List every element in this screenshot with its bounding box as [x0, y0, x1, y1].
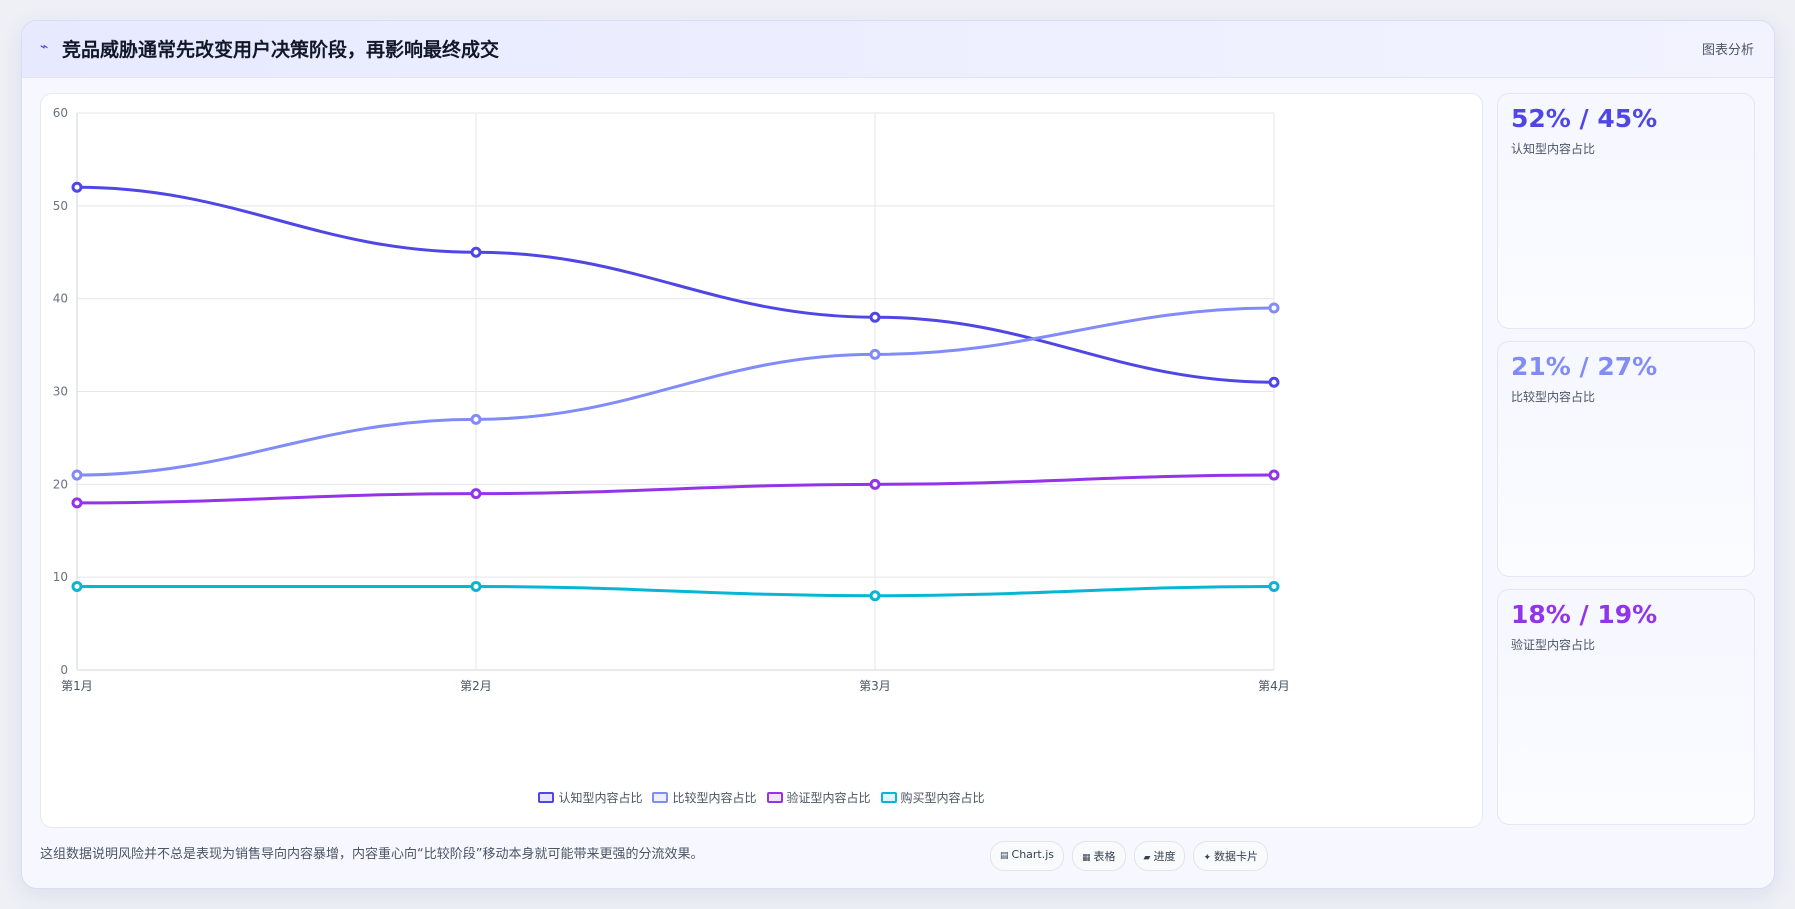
data-point: [1268, 469, 1280, 481]
chart-panel: 0 10 20 30 40 50 60 第1月 第2月 第3月 第4月 认知型内容占比 比较型内容占比…: [40, 93, 1483, 828]
legend-swatch: [538, 792, 555, 803]
chartjs-button[interactable]: ▤ Chart.js: [990, 841, 1065, 871]
data-point: [71, 181, 83, 193]
y-tick-label: 0: [60, 663, 68, 677]
x-tick-label: 第1月: [61, 679, 93, 693]
legend-label: 购买型内容占比: [900, 791, 985, 805]
chart-legend: 认知型内容占比 比较型内容占比 验证型内容占比 购买型内容占比: [41, 789, 1482, 806]
series-line: [76, 473, 1275, 505]
series-line: [76, 185, 1275, 384]
progress-icon: ▰: [1143, 853, 1151, 863]
x-tick-label: 第3月: [859, 679, 891, 693]
legend-item[interactable]: 购买型内容占比: [880, 789, 985, 806]
stat-card-validation: 18% / 19% 验证型内容占比: [1497, 589, 1755, 825]
y-tick-label: 60: [53, 106, 68, 120]
data-point: [71, 497, 83, 509]
stat-card-comparison: 21% / 27% 比较型内容占比: [1497, 341, 1755, 577]
card-icon: ✦: [1203, 853, 1212, 863]
y-tick-label: 30: [53, 385, 68, 399]
footer-note: 这组数据说明风险并不总是表现为销售导向内容暴增，内容重心向“比较阶段”移动本身就…: [40, 847, 704, 862]
stat-label: 比较型内容占比: [1511, 390, 1596, 404]
stat-value: 52% / 45%: [1511, 104, 1658, 133]
data-point: [470, 246, 482, 258]
stat-value: 18% / 19%: [1511, 600, 1658, 629]
data-point: [470, 413, 482, 425]
table-icon: ▦: [1082, 853, 1091, 863]
data-point: [71, 469, 83, 481]
chip-label: Chart.js: [1011, 848, 1055, 861]
series-line: [76, 306, 1275, 477]
legend-item[interactable]: 认知型内容占比: [538, 789, 642, 806]
data-point: [869, 478, 881, 490]
analysis-card: ⌁ 竞品威胁通常先改变用户决策阶段，再影响最终成交 图表分析 0 10 20 30 40…: [21, 20, 1775, 889]
data-point: [1268, 580, 1280, 592]
view-toolbar: ▤ Chart.js ▦ 表格 ▰ 进度 ✦ 数据卡片: [990, 841, 1269, 871]
chip-label: 进度: [1153, 850, 1176, 863]
y-tick-label: 40: [53, 292, 68, 306]
trend-line-icon: ⌁: [40, 39, 49, 55]
y-tick-label: 10: [53, 570, 68, 584]
data-card-button[interactable]: ✦ 数据卡片: [1193, 841, 1269, 871]
data-point: [869, 590, 881, 602]
chip-label: 数据卡片: [1214, 850, 1259, 863]
data-point: [71, 580, 83, 592]
x-tick-label: 第2月: [460, 679, 492, 693]
series-line: [76, 584, 1275, 598]
header-tag: 图表分析: [1701, 43, 1754, 58]
stat-card-awareness: 52% / 45% 认知型内容占比: [1497, 93, 1755, 329]
legend-swatch: [880, 792, 897, 803]
stat-value: 21% / 27%: [1511, 352, 1658, 381]
stat-label: 验证型内容占比: [1511, 638, 1596, 652]
data-point: [1268, 302, 1280, 314]
stat-label: 认知型内容占比: [1511, 142, 1596, 156]
line-chart: 0 10 20 30 40 50 60 第1月 第2月 第3月 第4月: [53, 106, 1290, 693]
legend-swatch: [652, 792, 669, 803]
legend-item[interactable]: 比较型内容占比: [652, 789, 757, 806]
progress-button[interactable]: ▰ 进度: [1133, 841, 1186, 871]
legend-swatch: [766, 792, 783, 803]
data-point: [869, 348, 881, 360]
table-button[interactable]: ▦ 表格: [1072, 841, 1126, 871]
legend-label: 认知型内容占比: [558, 791, 643, 805]
card-header: ⌁ 竞品威胁通常先改变用户决策阶段，再影响最终成交 图表分析: [22, 21, 1774, 78]
chart-icon: ▤: [1000, 851, 1009, 861]
y-tick-label: 50: [53, 199, 68, 213]
data-point: [1268, 376, 1280, 388]
legend-label: 验证型内容占比: [786, 791, 871, 805]
data-point: [470, 580, 482, 592]
legend-item[interactable]: 验证型内容占比: [766, 789, 871, 806]
data-point: [869, 311, 881, 323]
chip-label: 表格: [1093, 850, 1116, 863]
x-tick-label: 第4月: [1258, 679, 1290, 693]
y-tick-label: 20: [53, 477, 68, 491]
legend-label: 比较型内容占比: [672, 791, 757, 805]
data-point: [470, 488, 482, 500]
page-title: 竞品威胁通常先改变用户决策阶段，再影响最终成交: [62, 39, 500, 61]
